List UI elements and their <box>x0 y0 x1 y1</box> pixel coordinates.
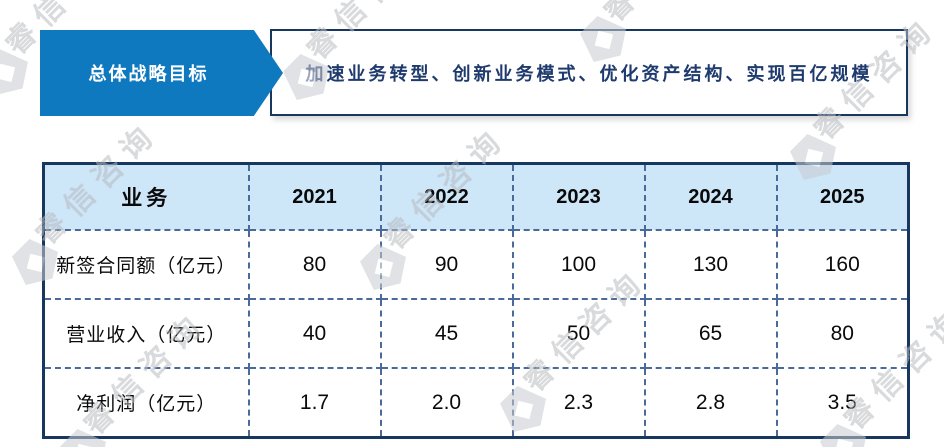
column-header-2021: 2021 <box>247 162 382 231</box>
cell-value: 90 <box>379 229 514 300</box>
column-header-2024: 2024 <box>643 162 778 231</box>
cell-value: 50 <box>511 298 646 369</box>
column-header-2023: 2023 <box>511 162 646 231</box>
table-row-revenue: 营业收入（亿元） 40 45 50 65 80 <box>42 298 910 369</box>
cell-value: 45 <box>379 298 514 369</box>
ruixin-cube-logo-icon <box>0 49 28 94</box>
column-header-business: 业务 <box>42 162 250 231</box>
table-row-new-contracts: 新签合同额（亿元） 80 90 100 130 160 <box>42 229 910 300</box>
row-label-net-profit: 净利润（亿元） <box>42 367 250 439</box>
cell-value: 65 <box>643 298 778 369</box>
watermark-text: 睿信咨询 <box>591 0 735 30</box>
cell-value: 160 <box>775 229 910 300</box>
column-header-2025: 2025 <box>775 162 910 231</box>
cell-value: 1.7 <box>247 367 382 439</box>
column-header-2022: 2022 <box>379 162 514 231</box>
table-row-net-profit: 净利润（亿元） 1.7 2.0 2.3 2.8 3.5 <box>42 367 910 439</box>
cell-value: 2.0 <box>379 367 514 439</box>
cell-value: 2.3 <box>511 367 646 439</box>
goal-text: 加速业务转型、创新业务模式、优化资产结构、实现百亿规模 <box>305 63 873 84</box>
cell-value: 3.5 <box>775 367 910 439</box>
cell-value: 40 <box>247 298 382 369</box>
cell-value: 2.8 <box>643 367 778 439</box>
row-label-new-contracts: 新签合同额（亿元） <box>42 229 250 300</box>
goal-box: 加速业务转型、创新业务模式、优化资产结构、实现百亿规模 <box>270 29 908 116</box>
strategy-banner-arrow: 总体战略目标 <box>40 30 283 116</box>
cell-value: 130 <box>643 229 778 300</box>
cell-value: 80 <box>247 229 382 300</box>
row-label-revenue: 营业收入（亿元） <box>42 298 250 369</box>
strategy-banner-label: 总体战略目标 <box>88 64 209 84</box>
cell-value: 80 <box>775 298 910 369</box>
cell-value: 100 <box>511 229 646 300</box>
table-header-row: 业务 2021 2022 2023 2024 2025 <box>42 162 910 231</box>
kpi-table: 业务 2021 2022 2023 2024 2025 新签合同额（亿元） 80… <box>42 162 910 439</box>
